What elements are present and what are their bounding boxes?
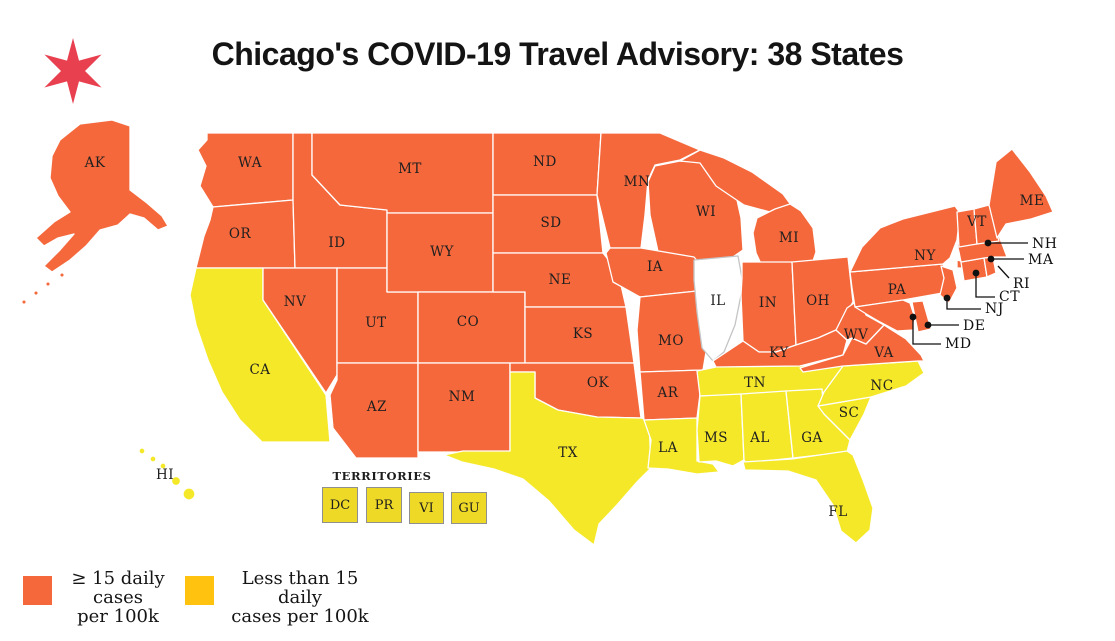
page-title: Chicago's COVID-19 Travel Advisory: 38 S… — [211, 36, 904, 72]
state-label-ct: CT — [999, 289, 1020, 305]
state-label-il: IL — [710, 293, 725, 309]
legend-label-yellow-line1: Less than 15 daily — [241, 568, 359, 608]
state-label-nv: NV — [284, 294, 307, 310]
state-label-mo: MO — [658, 333, 684, 349]
state-label-pa: PA — [888, 282, 907, 298]
state-label-md: MD — [945, 336, 972, 352]
state-label-ak: AK — [84, 155, 106, 171]
state-label-hi: HI — [156, 467, 174, 483]
state-label-sd: SD — [540, 215, 561, 231]
state-label-ia: IA — [647, 259, 663, 275]
state-label-in: IN — [759, 295, 777, 311]
territory-box-gu: GU — [451, 492, 487, 524]
state-label-wi: WI — [696, 204, 716, 220]
state-nh — [973, 204, 1000, 245]
state-nj — [939, 265, 958, 304]
state-label-nh: NH — [1032, 236, 1057, 252]
state-label-or: OR — [229, 226, 252, 242]
state-label-ok: OK — [587, 375, 610, 391]
state-wv — [835, 298, 885, 345]
state-ak — [35, 119, 169, 273]
state-label-id: ID — [328, 235, 345, 251]
state-label-ms: MS — [704, 430, 728, 446]
state-label-nd: ND — [533, 154, 557, 170]
state-label-sc: SC — [839, 405, 860, 421]
state-label-wa: WA — [238, 155, 262, 171]
callout-line-md — [912, 317, 941, 345]
state-label-ky: KY — [769, 345, 789, 361]
ak-aleutian-island — [45, 281, 51, 287]
state-tx — [443, 371, 652, 546]
state-me — [988, 148, 1054, 239]
territory-box-vi: VI — [409, 492, 444, 524]
state-hi-island — [182, 487, 196, 501]
state-label-oh: OH — [806, 293, 830, 309]
state-label-ut: UT — [365, 315, 386, 331]
state-hi-island — [149, 455, 157, 463]
state-label-al: AL — [749, 430, 770, 446]
state-al — [740, 390, 794, 464]
state-hi-island — [159, 462, 167, 470]
territory-box-dc: DC — [322, 487, 358, 523]
state-labels: AK HI WA OR CA ID NV UT AZ MT WY CO NM ND SD NE KS OK TX MN… — [84, 154, 1045, 520]
state-label-vt: VT — [966, 214, 987, 230]
territories-heading: TERRITORIES — [332, 469, 432, 483]
state-label-me: ME — [1020, 193, 1045, 209]
state-nv — [262, 267, 338, 394]
state-nm — [417, 362, 511, 453]
state-mn — [596, 132, 701, 249]
state-il — [693, 255, 743, 362]
state-label-fl: FL — [828, 504, 847, 520]
state-label-la: LA — [658, 440, 678, 456]
state-label-ca: CA — [249, 362, 270, 378]
callout-line-ct — [975, 273, 995, 298]
state-ny — [849, 205, 961, 273]
callout-line-nj — [946, 298, 981, 310]
state-label-de: DE — [963, 318, 985, 334]
legend-swatch-orange — [23, 576, 52, 605]
state-label-ma: MA — [1028, 252, 1054, 268]
legend-label-orange-line2: per 100k — [77, 606, 159, 627]
state-label-ny: NY — [914, 248, 936, 264]
ak-aleutian-island — [21, 299, 27, 305]
state-label-tx: TX — [558, 445, 578, 461]
state-label-tn: TN — [744, 375, 766, 391]
legend-label-orange-line1: ≥ 15 daily cases — [71, 568, 165, 608]
state-label-az: AZ — [366, 399, 387, 415]
territory-box-pr: PR — [366, 487, 402, 523]
state-fl — [742, 450, 874, 544]
state-label-ne: NE — [549, 272, 572, 288]
state-nc — [817, 360, 925, 407]
state-shapes — [21, 119, 1054, 546]
ak-aleutian-island — [59, 272, 65, 278]
state-hi-island — [138, 447, 146, 455]
state-label-mn: MN — [624, 174, 651, 190]
state-va — [799, 324, 925, 373]
legend-label-yellow: Less than 15 daily cases per 100k — [222, 569, 378, 626]
ak-aleutian-island — [33, 290, 39, 296]
state-label-wy: WY — [430, 244, 454, 260]
legend-label-orange: ≥ 15 daily cases per 100k — [52, 569, 184, 626]
state-label-nc: NC — [870, 378, 893, 394]
state-label-ar: AR — [657, 385, 679, 401]
state-hi-island — [170, 475, 182, 487]
legend-swatch-yellow — [185, 576, 214, 605]
state-label-co: CO — [457, 314, 479, 330]
chicago-flag-star-icon — [44, 38, 102, 104]
legend-label-yellow-line2: cases per 100k — [231, 606, 369, 627]
state-label-mt: MT — [398, 161, 422, 177]
state-label-mi: MI — [779, 230, 799, 246]
state-label-ks: KS — [573, 326, 593, 342]
state-label-wv: WV — [844, 327, 869, 343]
state-label-va: VA — [873, 345, 894, 361]
callout-line-ri — [997, 265, 1010, 279]
state-label-ri: RI — [1013, 276, 1030, 292]
state-label-nj: NJ — [985, 301, 1004, 317]
state-label-ga: GA — [801, 430, 823, 446]
state-label-nm: NM — [449, 389, 476, 405]
